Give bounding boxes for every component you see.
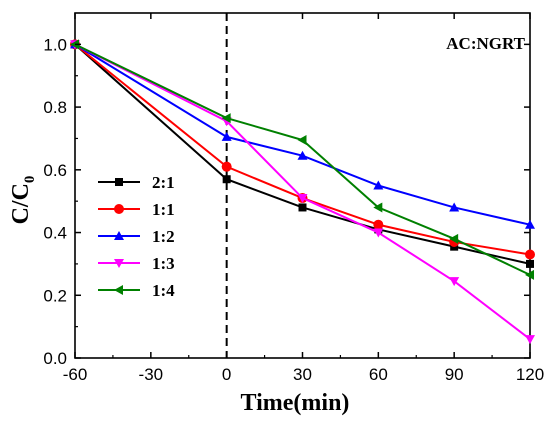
data-point [373,228,384,238]
data-point [526,259,534,268]
legend-label: 1:3 [152,254,175,273]
data-point [221,161,232,172]
svg-text:C/C0: C/C0 [8,176,38,225]
y-tick-label: 1.0 [43,35,67,54]
x-tick-label: 30 [293,365,312,384]
data-point [525,335,535,345]
data-point [297,135,307,146]
series-1-1 [70,39,535,260]
data-point [222,175,231,184]
data-point [373,202,383,213]
data-point [373,219,384,230]
data-point [221,131,232,141]
y-axis-title-subscript: 0 [22,176,38,184]
legend-item: 1:4 [98,281,175,300]
data-point [297,150,308,160]
legend-marker [114,204,124,214]
series-line [74,43,531,226]
legend-label: 1:1 [152,200,175,219]
plot-area-frame [74,12,531,359]
data-point [70,39,79,50]
x-tick-label: 90 [445,365,464,384]
series-line [74,43,531,340]
legend-label: 1:2 [152,227,175,246]
y-tick-label: 0.8 [43,98,67,117]
data-point [298,203,307,212]
x-tick-label: 120 [516,365,544,384]
data-point [449,233,459,244]
x-axis-title: Time(min) [241,390,350,416]
y-tick-label: 0.6 [43,161,67,180]
data-point [449,277,460,287]
legend-marker [114,231,124,240]
legend-marker [115,178,123,186]
y-axis-title-main: C/C [8,183,34,224]
data-point [525,269,534,280]
data-point [525,249,535,260]
series-1-3 [70,40,535,345]
data-point [449,202,460,212]
legend-item: 1:1 [98,200,175,219]
series-line [74,43,531,276]
data-point [525,219,535,229]
legend-label: 2:1 [152,173,175,192]
y-tick-label: 0.2 [43,286,67,305]
data-point [221,113,231,124]
legend-item: 1:3 [98,254,175,273]
x-tick-label: -30 [139,365,164,384]
chart-annotation: AC:NGRT [446,34,525,53]
data-point [297,194,308,204]
legend-marker [114,285,123,295]
y-tick-label: 0.0 [43,349,67,368]
y-axis-title: C/C0 [8,176,38,225]
series-line [74,43,531,256]
x-tick-label: 0 [222,365,231,384]
legend-marker [114,259,124,268]
y-tick-label: 0.4 [43,224,67,243]
x-tick-label: 60 [369,365,388,384]
series-line [74,43,531,265]
legend-item: 1:2 [98,227,175,246]
data-point [373,180,384,190]
x-tick-label: -60 [63,365,88,384]
legend-label: 1:4 [152,281,175,300]
legend-item: 2:1 [98,173,175,192]
series-1-4 [70,39,534,280]
